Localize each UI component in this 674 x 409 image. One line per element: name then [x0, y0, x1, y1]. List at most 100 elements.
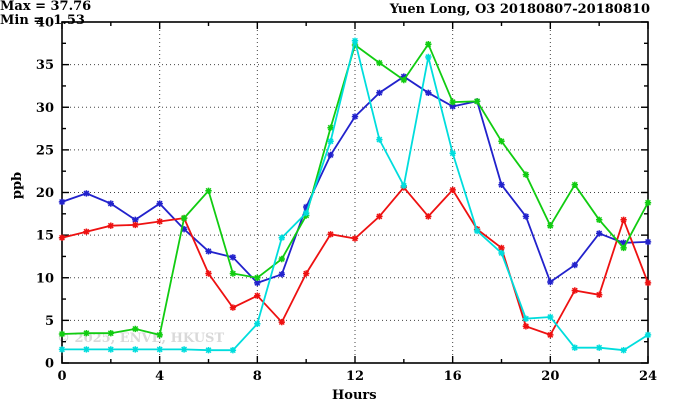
x-tick-label-16: 16: [444, 369, 462, 384]
series-red-marker-h18: [498, 244, 505, 252]
series-cyan-marker-h4: [156, 346, 163, 353]
series-red-marker-h1: [83, 228, 90, 235]
x-axis-label: Hours: [332, 388, 377, 403]
series-red-marker-h13: [376, 213, 383, 220]
series-red-marker-h7: [229, 304, 237, 311]
series-green-marker-h18: [498, 138, 505, 145]
min-value-label: Min = 1.53: [0, 13, 85, 28]
series-blue-marker-h14: [400, 73, 407, 80]
series-blue-marker-h9: [278, 271, 285, 278]
series-red-marker-h11: [327, 231, 334, 238]
series-cyan-marker-h20: [547, 313, 554, 321]
series-cyan-marker-h17: [473, 227, 481, 235]
series-blue-marker-h3: [132, 216, 139, 224]
series-cyan-marker-h13: [376, 136, 383, 143]
series-cyan-marker-h1: [83, 346, 90, 353]
x-tick-label-24: 24: [639, 369, 657, 384]
series-blue-marker-h10: [303, 203, 310, 211]
series-red-marker-h19: [522, 323, 530, 330]
series-cyan-marker-h22: [596, 344, 603, 351]
series-blue-marker-h6: [205, 248, 212, 255]
series-green-marker-h16: [449, 98, 456, 106]
y-tick-label-0: 0: [45, 357, 54, 372]
chart-title: Yuen Long, O3 20180807-20180810: [389, 2, 650, 17]
y-tick-label-5: 5: [45, 314, 54, 329]
series-cyan-marker-h21: [571, 344, 578, 351]
series-green-marker-h4: [156, 331, 163, 339]
series-green-marker-h20: [547, 222, 554, 229]
series-red-marker-h21: [571, 287, 578, 294]
series-blue-marker-h7: [229, 254, 237, 261]
series-blue-marker-h5: [180, 225, 188, 233]
series-blue-marker-h11: [327, 151, 334, 159]
series-cyan-marker-h11: [327, 138, 334, 145]
series-green-marker-h6: [205, 187, 212, 195]
x-tick-label-12: 12: [346, 369, 364, 384]
series-red-marker-h16: [449, 186, 456, 194]
series-blue-marker-h16: [449, 103, 456, 110]
series-cyan-marker-h23: [620, 347, 627, 354]
series-red-marker-h2: [107, 222, 115, 229]
series-red-marker-h9: [278, 318, 285, 326]
series-green-line: [61, 42, 649, 336]
series-blue-marker-h0: [58, 198, 66, 206]
series-blue-marker-h15: [425, 89, 432, 97]
series-red-marker-h12: [351, 235, 359, 242]
x-tick-label-4: 4: [155, 369, 164, 384]
series-red-marker-h10: [303, 270, 310, 277]
series-blue-marker-h19: [522, 213, 530, 220]
series-cyan-marker-h15: [425, 53, 432, 61]
series-red-marker-h22: [596, 291, 603, 298]
series-green-marker-h23: [620, 244, 627, 252]
series-red-marker-h6: [205, 270, 212, 277]
series-green-marker-h14: [400, 76, 407, 84]
max-value-label: Max = 37.76: [0, 0, 92, 14]
series-cyan-marker-h8: [254, 320, 261, 327]
series-red-marker-h8: [254, 292, 261, 299]
series-blue-marker-h18: [498, 181, 505, 189]
series-cyan-marker-h18: [498, 249, 505, 257]
y-tick-label-30: 30: [36, 101, 54, 116]
series-green-marker-h22: [596, 216, 603, 224]
series-green-marker-h0: [58, 330, 66, 338]
series-green-marker-h21: [571, 181, 578, 189]
series-green-marker-h8: [254, 274, 261, 281]
series-blue-marker-h13: [376, 89, 383, 97]
series-cyan-marker-h16: [449, 150, 456, 157]
series-green-marker-h24: [644, 199, 652, 206]
series-blue-marker-h24: [644, 238, 652, 246]
series-green-marker-h3: [132, 325, 139, 333]
series-cyan-marker-h19: [522, 315, 530, 322]
series-cyan-marker-h3: [132, 346, 139, 353]
series-blue-marker-h8: [254, 279, 261, 287]
series-blue-marker-h2: [107, 200, 115, 207]
y-tick-label-25: 25: [36, 143, 54, 158]
series-blue-marker-h22: [596, 230, 603, 237]
series-red-marker-h23: [620, 216, 627, 224]
y-tick-label-35: 35: [36, 58, 54, 73]
series-cyan-marker-h10: [303, 209, 310, 217]
series-cyan-marker-h24: [644, 331, 652, 339]
series-blue-line: [61, 75, 649, 284]
series-green-marker-h11: [327, 124, 334, 131]
series-red-marker-h24: [644, 279, 652, 287]
series-red-marker-h20: [547, 331, 554, 339]
series-green-marker-h1: [83, 330, 90, 337]
y-tick-label-40: 40: [36, 16, 54, 31]
series-cyan-marker-h0: [58, 346, 66, 353]
stats-legend: Max = 37.76 Min = 1.53: [0, 0, 674, 28]
x-tick-label-0: 0: [57, 369, 66, 384]
y-tick-label-20: 20: [36, 186, 54, 201]
series-red-marker-h0: [58, 234, 66, 241]
series-cyan-marker-h12: [351, 37, 359, 44]
series-green-marker-h9: [278, 255, 285, 263]
series-cyan-marker-h9: [278, 234, 285, 241]
series-blue-marker-h12: [351, 113, 359, 120]
series-blue-marker-h20: [547, 278, 554, 286]
series-green-marker-h5: [180, 214, 188, 222]
series-blue-marker-h23: [620, 239, 627, 247]
series-green-marker-h12: [351, 41, 359, 49]
series-red-marker-h15: [425, 213, 432, 220]
series-green-marker-h13: [376, 59, 383, 67]
